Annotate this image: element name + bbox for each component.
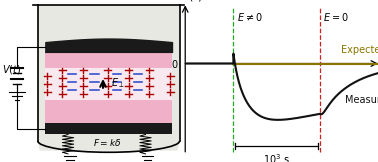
Text: $V(t)$: $V(t)$ [2,63,21,76]
Text: $E = 0$: $E = 0$ [323,11,349,23]
Text: $F = k\delta$: $F = k\delta$ [93,137,122,148]
Text: $E_\perp$: $E_\perp$ [110,76,124,90]
Bar [45,68,172,100]
Bar [45,52,172,68]
Text: $E \neq 0$: $E \neq 0$ [237,11,263,23]
Bar [45,100,172,123]
Text: $0$: $0$ [171,58,178,69]
Polygon shape [38,5,180,151]
Text: Measured: Measured [345,95,378,105]
Text: $F(t)$: $F(t)$ [182,0,203,3]
Text: $10^3\ \mathrm{s}$: $10^3\ \mathrm{s}$ [263,152,290,162]
Bar [45,123,172,134]
Text: Expected: Expected [341,46,378,55]
